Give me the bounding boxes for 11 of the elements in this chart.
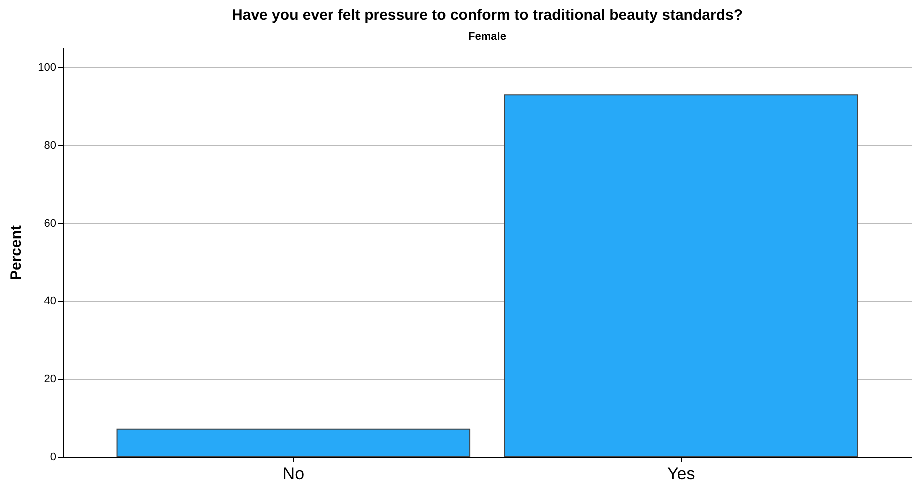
y-axis-title: Percent: [8, 225, 26, 281]
x-tick-label: No: [282, 464, 305, 484]
x-tick-label: Yes: [667, 464, 696, 484]
y-tick-label: 100: [38, 62, 56, 74]
chart-title: Have you ever felt pressure to conform to traditional beauty standards?: [232, 7, 743, 24]
y-tick-label: 0: [50, 452, 56, 464]
y-tick-label: 40: [44, 296, 56, 308]
y-tick-label: 20: [44, 374, 56, 386]
y-tick-label: 80: [44, 140, 56, 152]
y-tick-label: 60: [44, 218, 56, 230]
chart-subtitle: Female: [468, 31, 506, 43]
